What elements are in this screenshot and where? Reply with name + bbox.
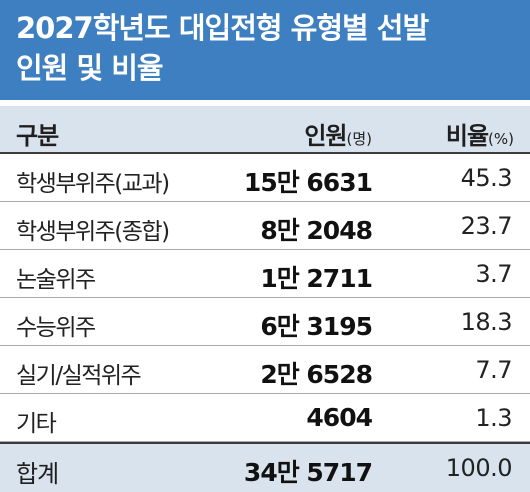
row-count: 2만 6528 bbox=[260, 360, 373, 389]
header-count: 인원(명) bbox=[304, 116, 372, 151]
table-row: 수능위주 6만 3195 18.3 bbox=[0, 298, 530, 346]
table-header-row: 구분 인원(명) 비율(%) bbox=[0, 106, 530, 154]
row-category: 학생부위주(교과) bbox=[16, 171, 170, 197]
row-category: 기타 bbox=[16, 411, 57, 437]
table-title-line-1: 2027학년도 대입전형 유형별 선발 bbox=[16, 11, 429, 45]
header-ratio-unit: (%) bbox=[488, 130, 514, 148]
row-ratio: 3.7 bbox=[475, 260, 512, 288]
header-category: 구분 bbox=[16, 122, 59, 150]
header-ratio: 비율(%) bbox=[446, 116, 514, 151]
row-count: 6만 3195 bbox=[260, 312, 373, 341]
table-row: 학생부위주(교과) 15만 6631 45.3 bbox=[0, 154, 530, 202]
table-row: 논술위주 1만 2711 3.7 bbox=[0, 250, 530, 298]
row-count: 1만 2711 bbox=[260, 264, 373, 293]
row-category: 수능위주 bbox=[16, 315, 96, 341]
total-count: 34만 5717 bbox=[243, 458, 373, 487]
table-total-row: 합계 34만 5717 100.0 bbox=[0, 442, 530, 492]
header-count-label: 인원 bbox=[304, 122, 347, 150]
table-row: 기타 4604 1.3 bbox=[0, 394, 530, 442]
row-ratio: 45.3 bbox=[460, 164, 513, 192]
table-title-line-2: 인원 및 비율 bbox=[16, 51, 164, 85]
total-ratio: 100.0 bbox=[445, 454, 513, 482]
row-ratio: 18.3 bbox=[460, 308, 513, 336]
table-row: 실기/실적위주 2만 6528 7.7 bbox=[0, 346, 530, 394]
total-label: 합계 bbox=[16, 460, 59, 488]
row-ratio: 23.7 bbox=[460, 212, 513, 240]
row-ratio: 7.7 bbox=[475, 356, 512, 384]
row-category: 논술위주 bbox=[16, 267, 96, 293]
row-category: 실기/실적위주 bbox=[16, 363, 142, 389]
row-category: 학생부위주(종합) bbox=[16, 219, 170, 245]
row-ratio: 1.3 bbox=[475, 404, 512, 432]
row-count: 8만 2048 bbox=[260, 216, 373, 245]
header-count-unit: (명) bbox=[346, 130, 372, 148]
header-ratio-label: 비율 bbox=[445, 122, 489, 150]
row-count: 15만 6631 bbox=[243, 168, 373, 197]
table-row: 학생부위주(종합) 8만 2048 23.7 bbox=[0, 202, 530, 250]
title-band: 2027학년도 대입전형 유형별 선발 인원 및 비율 bbox=[0, 0, 530, 100]
table-body: 학생부위주(교과) 15만 6631 45.3 학생부위주(종합) 8만 204… bbox=[0, 154, 530, 442]
row-count: 4604 bbox=[306, 403, 373, 432]
